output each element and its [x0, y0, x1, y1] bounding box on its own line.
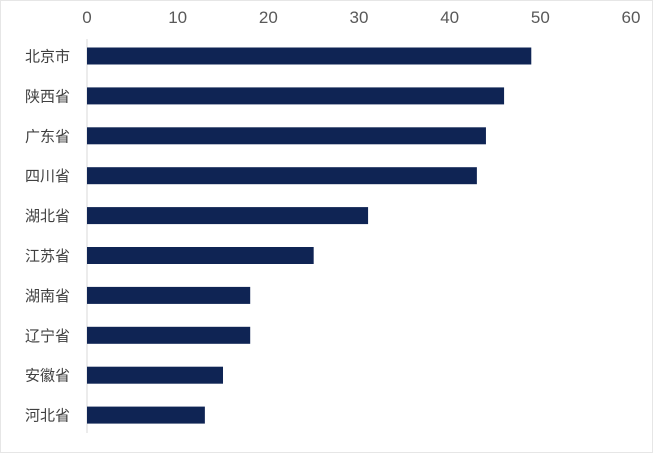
bar-1 [87, 47, 532, 65]
bar-5 [87, 207, 369, 225]
category-label: 辽宁省 [25, 327, 70, 345]
category-label: 安徽省 [25, 367, 70, 385]
bars [87, 47, 532, 424]
x-tick-label: 50 [531, 8, 550, 27]
category-label: 广东省 [25, 127, 70, 145]
x-axis-ticks: 0 10 20 30 40 50 60 [82, 8, 640, 27]
bar-3 [87, 127, 486, 145]
x-tick-label: 0 [82, 8, 91, 27]
bar-2 [87, 87, 505, 105]
category-label: 湖北省 [25, 207, 70, 225]
category-label: 北京市 [25, 48, 70, 66]
category-label: 陕西省 [25, 87, 70, 105]
category-label: 湖南省 [25, 287, 70, 305]
x-tick-label: 40 [440, 8, 459, 27]
category-label: 河北省 [25, 407, 70, 425]
x-tick-label: 60 [622, 8, 641, 27]
bar-8 [87, 326, 251, 344]
bar-6 [87, 247, 314, 264]
bar-7 [87, 286, 251, 304]
category-label: 四川省 [25, 167, 70, 185]
x-tick-label: 10 [168, 8, 187, 27]
x-tick-label: 20 [259, 8, 278, 27]
bar-10 [87, 406, 205, 424]
bar-4 [87, 167, 477, 185]
category-label: 江苏省 [25, 247, 70, 265]
x-tick-label: 30 [350, 8, 369, 27]
bar-9 [87, 366, 224, 384]
